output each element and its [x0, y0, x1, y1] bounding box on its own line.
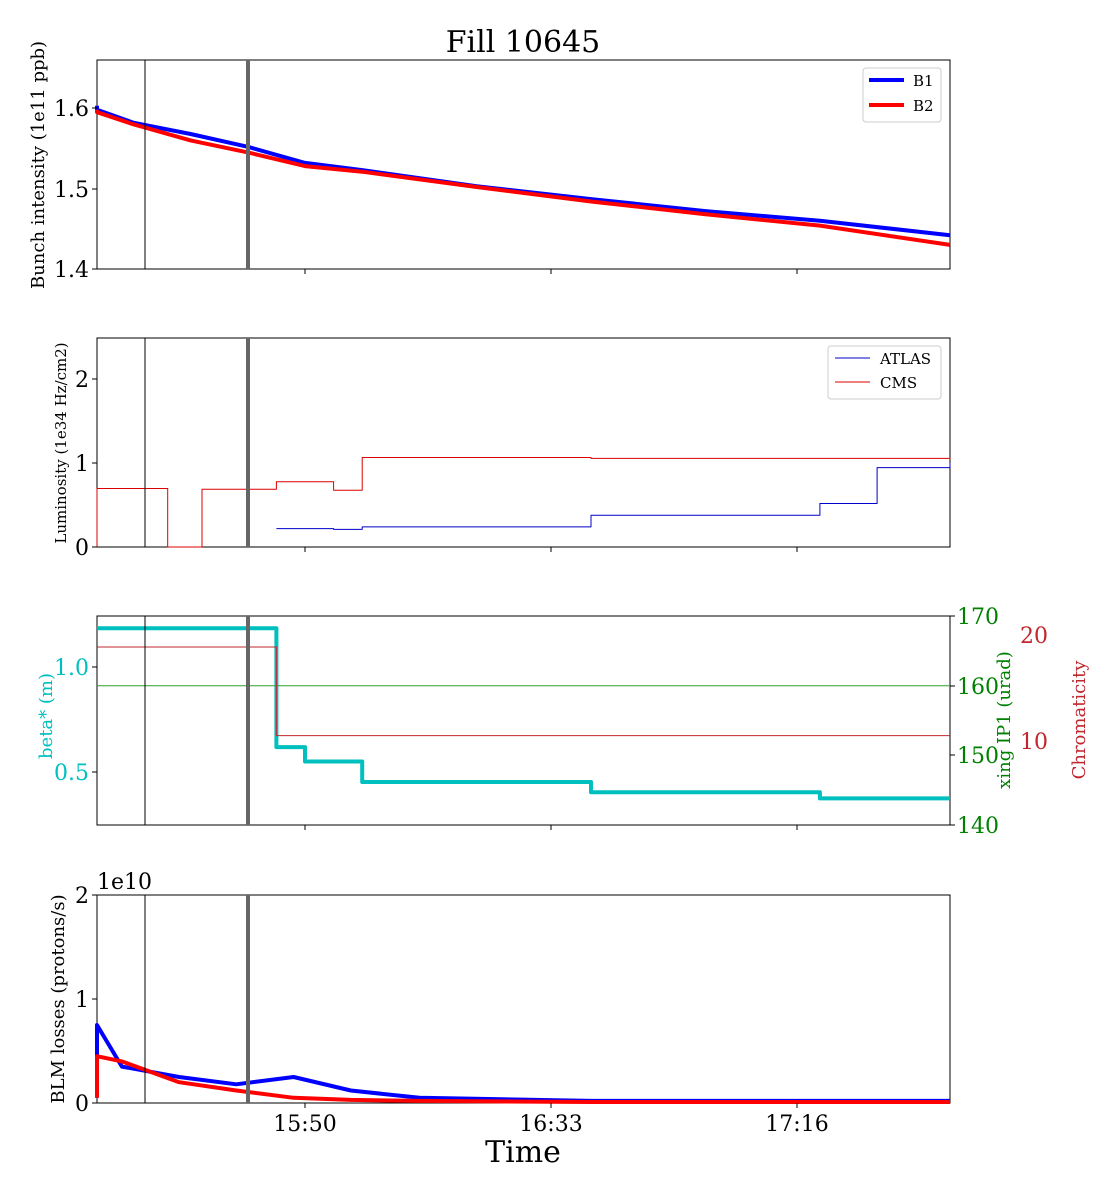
x-tick-label: 15:50: [273, 1112, 336, 1137]
right2-tick-label: 10: [1020, 730, 1048, 755]
series-line-b1: [95, 105, 951, 238]
y-tick-label: 1: [75, 452, 89, 477]
y-tick-label: 1.0: [54, 656, 89, 681]
y-tick-label: 2: [75, 884, 89, 909]
right-tick-label: 170: [957, 605, 999, 630]
right-tick-label: 160: [957, 675, 999, 700]
y-axis-label: beta* (m): [36, 673, 57, 759]
legend-label: ATLAS: [879, 350, 931, 368]
y-tick-label: 2: [75, 368, 89, 393]
series-line-beta-: [97, 626, 950, 801]
right-axis-label: xing IP1 (urad): [994, 651, 1015, 789]
y-axis-label: Bunch intensity (1e11 ppb): [28, 41, 49, 289]
x-tick-label: 17:16: [765, 1112, 828, 1137]
intensity-panel: 1.4 1.5 1.6 Bunch intensity (1e11 ppb) B…: [28, 41, 951, 289]
offset-label: 1e10: [97, 870, 152, 895]
series-line-b2: [95, 109, 951, 247]
legend: B1 B2: [862, 67, 942, 123]
legend-label: B1: [913, 72, 934, 90]
luminosity-panel: 0 1 2 Luminosity (1e34 Hz/cm2) ATLAS CMS: [52, 337, 951, 561]
legend-label: CMS: [880, 374, 917, 392]
right-tick-label: 150: [957, 744, 999, 769]
y-tick-label: 1.4: [54, 258, 89, 283]
y-tick-label: 0: [75, 1092, 89, 1117]
x-axis-label: Time: [485, 1135, 561, 1170]
y-tick-label: 1.5: [54, 178, 89, 203]
series-line-cms: [96, 457, 951, 548]
y-tick-label: 1: [75, 988, 89, 1013]
y-axis-label: Luminosity (1e34 Hz/cm2): [52, 342, 70, 543]
blm-panel: 0 1 2 1e10 BLM losses (protons/s) 15:50 …: [48, 870, 951, 1170]
optics-panel: 0.5 1.0 beta* (m) 170 160 150 140 xing I…: [36, 605, 1090, 839]
y-tick-label: 1.6: [54, 97, 89, 122]
right2-axis-label: Chromaticity: [1069, 660, 1090, 780]
y-tick-label: 0.5: [54, 761, 89, 786]
figure-title: Fill 10645: [446, 25, 601, 60]
right-tick-label: 140: [957, 814, 999, 839]
x-tick-label: 16:33: [519, 1112, 582, 1137]
series-line-b2: [95, 1054, 950, 1104]
legend: ATLAS CMS: [827, 345, 942, 400]
legend-label: B2: [913, 97, 934, 115]
y-tick-label: 0: [75, 536, 89, 561]
y-axis-label: BLM losses (protons/s): [48, 894, 69, 1103]
right2-tick-label: 20: [1020, 624, 1048, 649]
series-line-atlas: [276, 462, 951, 530]
series-line-chromaticity: [97, 646, 950, 737]
